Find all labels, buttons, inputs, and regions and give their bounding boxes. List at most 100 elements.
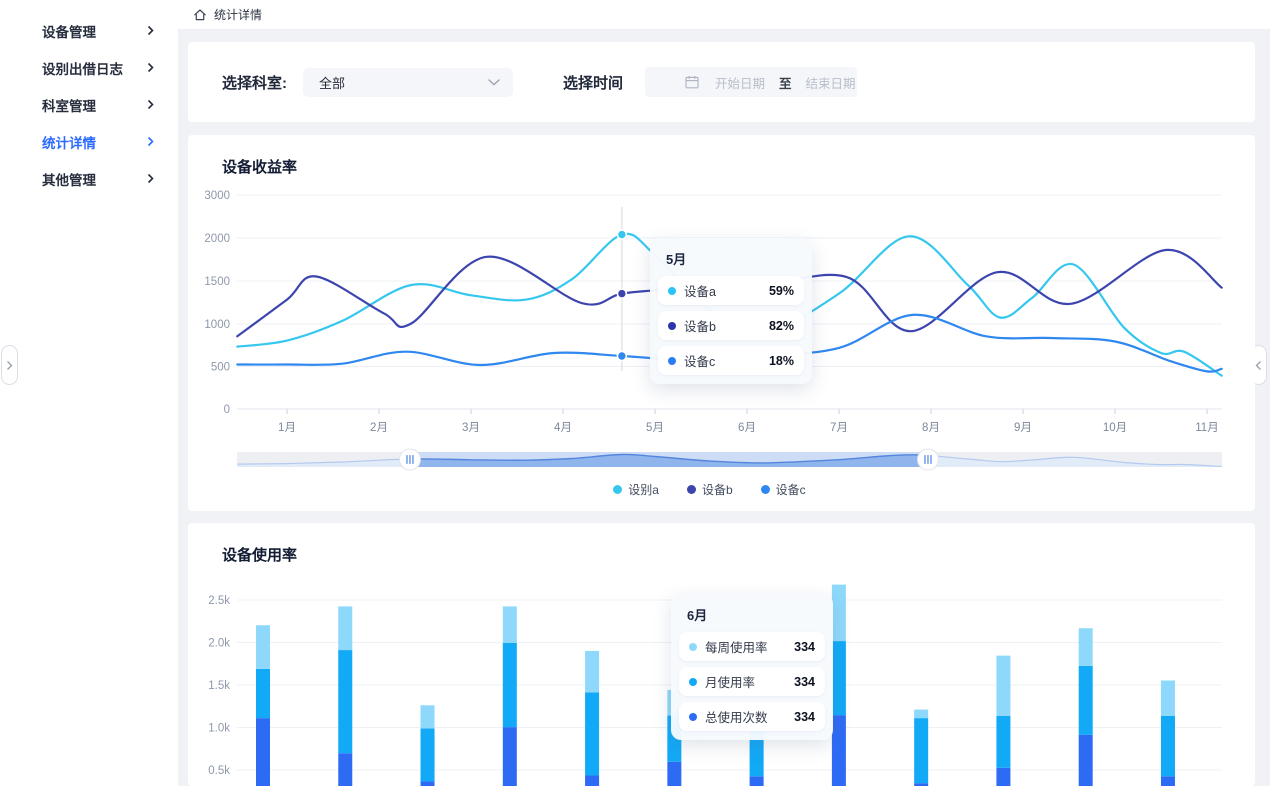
sidebar-item-label: 统计详情 [42,135,96,151]
datazoom-selected-range[interactable] [237,452,1222,467]
hover-dot [616,229,628,240]
bar-segment-总使用次数 [420,781,435,786]
tooltip-series-value: 334 [794,674,815,689]
usage-chart-title: 设备使用率 [222,547,298,564]
bar-segment-每周使用率 [256,625,270,669]
bar-month-2[interactable] [338,606,353,786]
department-label: 选择科室: [222,74,287,92]
bar-month-11[interactable] [1078,628,1093,786]
bar-month-12[interactable] [1160,680,1175,786]
tooltip-row: 月使用率 334 [679,667,825,696]
bar-segment-月使用率 [1078,665,1093,735]
chevron-left-icon [1255,360,1261,370]
sidebar-expand-button[interactable] [1,345,18,385]
bar-segment-总使用次数 [1160,776,1175,786]
chevron-right-icon [147,173,154,184]
tooltip-series-value: 334 [794,709,815,724]
tooltip-row: 设备c 18% [658,346,804,375]
y-axis-tick-label: 2.5k [208,595,230,607]
x-axis-tick-label: 4月 [554,422,572,434]
tooltip-row: 总使用次数 334 [679,702,825,731]
x-axis-tick-label: 5月 [646,422,664,434]
legend-label: 设备b [701,482,733,497]
sidebar-item-3[interactable]: 统计详情 [0,123,178,160]
usage-bar-chart[interactable]: 2.5k 2.0k 1.5k 1.0k 0.5k [188,523,1255,786]
revenue-chart-card: 设备收益率 3000 2000 1500 1000 500 0 1月 2月 3月 4月 5月 6月 7月… [188,135,1255,511]
bar-month-9[interactable] [914,709,929,786]
calendar-icon [685,76,699,89]
sidebar-item-2[interactable]: 科室管理 [0,86,178,123]
bar-segment-总使用次数 [502,727,517,786]
department-select[interactable]: 全部 [303,67,513,97]
revenue-chart-legend: 设别a 设备b 设备c [176,481,1243,497]
y-axis-tick-label: 0 [224,404,230,416]
bar-segment-每周使用率 [420,705,435,729]
sidebar-item-label: 科室管理 [42,98,96,114]
sidebar-item-1[interactable]: 设别出借日志 [0,49,178,86]
bar-month-8[interactable] [831,584,846,786]
bar-month-4[interactable] [502,606,517,786]
bar-segment-总使用次数 [914,783,929,786]
bar-segment-每周使用率 [996,655,1011,716]
tooltip-title: 6月 [687,608,708,623]
x-axis-tick-label: 7月 [830,422,848,434]
series-dot-icon [668,321,676,330]
bar-segment-总使用次数 [667,761,682,786]
y-axis-tick-label: 1500 [204,276,230,288]
breadcrumb-bar: 统计详情 [178,0,1270,30]
x-axis-tick-label: 10月 [1103,422,1127,434]
usage-chart-card: 设备使用率 2.5k 2.0k 1.5k 1.0k 0.5k 6月 每周使用率 334 月使… [188,523,1255,786]
bar-segment-月使用率 [256,668,270,719]
bar-segment-每周使用率 [338,606,353,651]
breadcrumb[interactable]: 统计详情 [214,8,263,22]
department-select-value: 全部 [319,75,346,91]
y-axis-tick-label: 2.0k [208,638,230,650]
bar-segment-每周使用率 [914,709,929,719]
revenue-chart-tooltip: 5月 设备a 59% 设备b 82% 设备c 18% [650,238,812,384]
datazoom-handle-left[interactable] [398,448,421,471]
y-axis-tick-label: 1.5k [208,680,230,692]
bar-segment-总使用次数 [996,767,1011,786]
tooltip-rows: 设备a 59% 设备b 82% 设备c 18% [658,276,804,375]
bar-segment-每周使用率 [1078,628,1093,666]
y-axis-tick-label: 1.0k [208,723,230,735]
y-axis-tick-label: 500 [211,362,230,374]
tooltip-series-value: 334 [794,639,815,654]
bar-segment-每周使用率 [1160,680,1175,716]
y-axis-tick-label: 1000 [204,319,230,331]
chevron-right-icon [147,25,154,36]
bar-month-1[interactable] [256,625,270,786]
usage-chart-tooltip: 6月 每周使用率 334 月使用率 334 总使用次数 334 [671,594,833,740]
sidebar-item-label: 设别出借日志 [42,61,123,77]
bar-segment-月使用率 [502,642,517,728]
x-axis-tick-label: 8月 [922,422,940,434]
end-date-input[interactable]: 结束日期 [805,76,856,91]
datazoom-handle-right[interactable] [916,448,939,471]
chevron-right-icon [147,136,154,147]
legend-label: 设备c [775,482,806,497]
time-label: 选择时间 [563,74,624,92]
series-dot-icon [689,642,697,651]
series-dot-icon [689,712,697,721]
x-axis-tick-label: 6月 [738,422,756,434]
y-axis-tick-label: 3000 [204,190,230,202]
bar-segment-月使用率 [1160,715,1175,777]
legend-item-1[interactable]: 设备b [686,481,733,497]
bar-month-10[interactable] [996,655,1011,786]
start-date-input[interactable]: 开始日期 [715,76,766,91]
legend-label: 设别a [628,482,659,497]
bar-month-3[interactable] [420,705,435,786]
bar-segment-月使用率 [914,718,929,784]
legend-dot-icon [613,484,623,494]
legend-item-2[interactable]: 设备c [760,481,806,497]
tooltip-series-label: 设备b [684,320,716,334]
tooltip-rows: 每周使用率 334 月使用率 334 总使用次数 334 [679,632,825,731]
x-axis-tick-label: 1月 [278,422,296,434]
bar-month-5[interactable] [585,650,600,786]
bar-segment-总使用次数 [749,776,764,786]
date-range-picker[interactable]: 开始日期 至 结束日期 [645,67,858,97]
legend-item-0[interactable]: 设别a [613,481,659,497]
sidebar-item-4[interactable]: 其他管理 [0,160,178,197]
sidebar-item-0[interactable]: 设备管理 [0,12,178,49]
tooltip-series-value: 82% [768,318,794,333]
